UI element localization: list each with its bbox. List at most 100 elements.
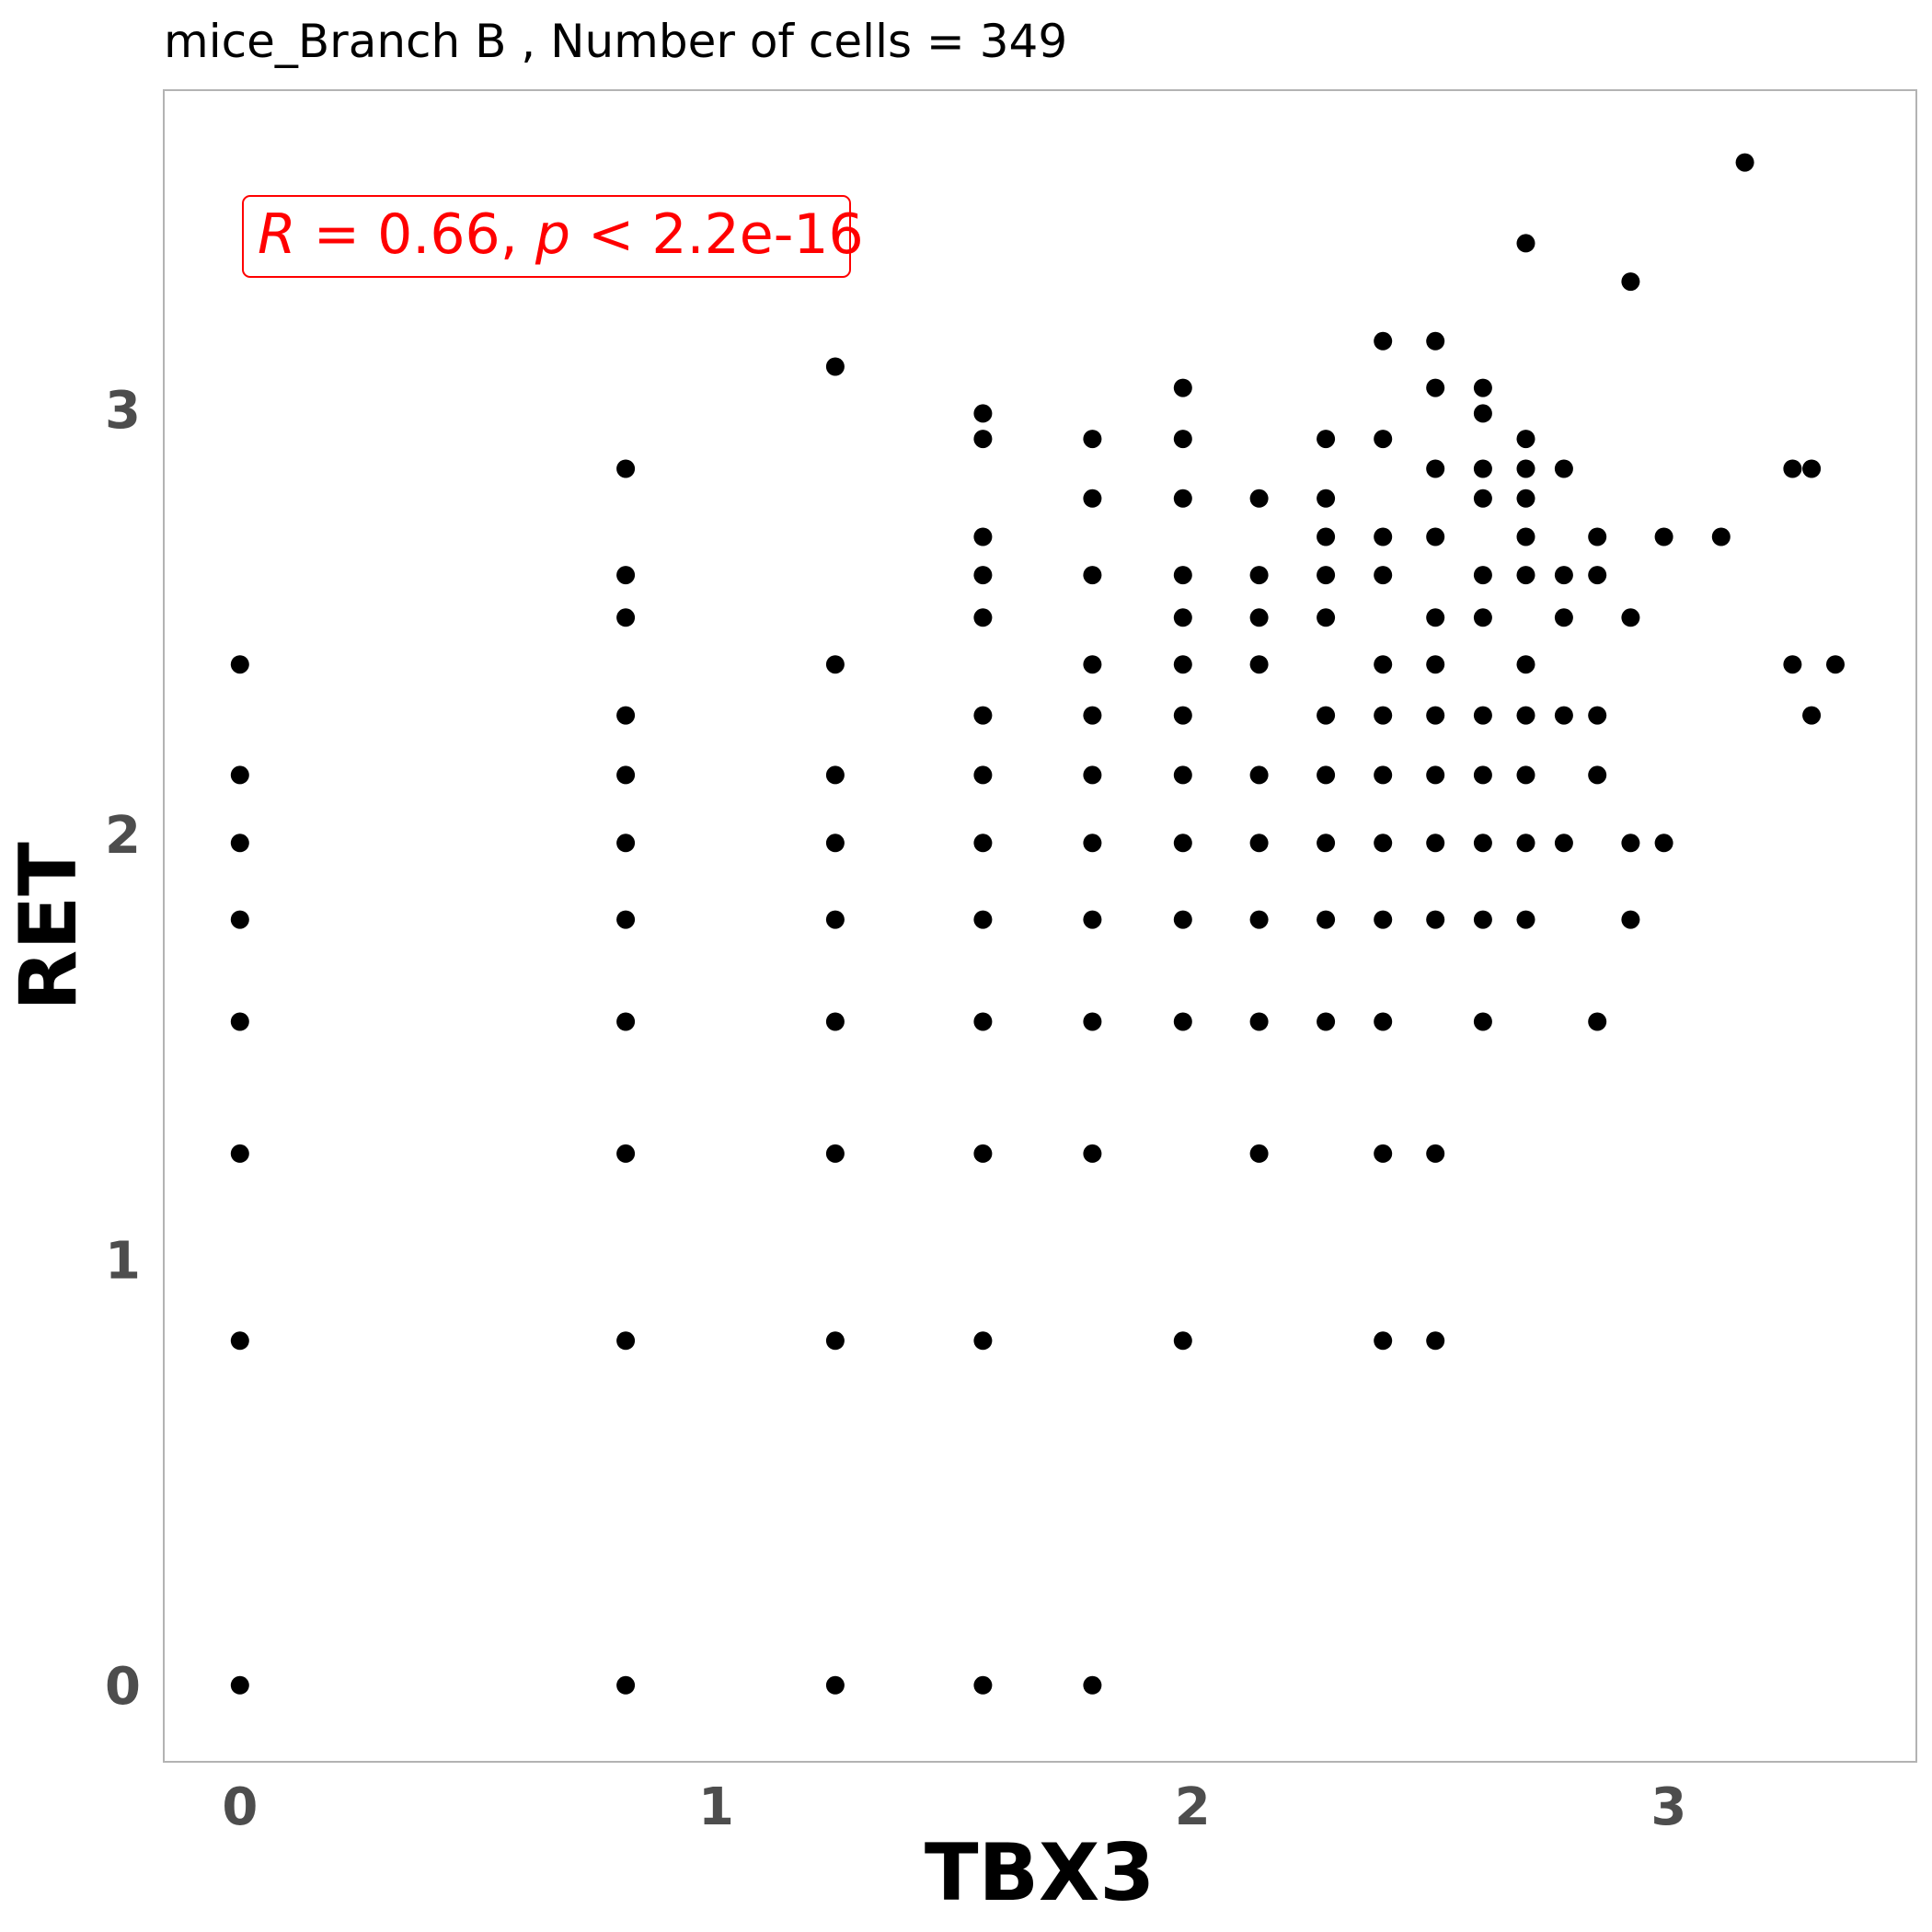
data-point <box>616 1012 636 1031</box>
data-point <box>973 527 993 546</box>
data-point <box>1588 1012 1607 1031</box>
data-point <box>1802 706 1822 725</box>
data-point <box>1473 404 1492 423</box>
y-tick-label: 2 <box>105 806 141 866</box>
data-point <box>1374 566 1393 585</box>
data-point <box>1249 1144 1269 1163</box>
data-point <box>1173 430 1192 449</box>
data-point <box>1783 459 1802 478</box>
data-point <box>1374 430 1393 449</box>
data-point <box>1473 489 1492 508</box>
data-point <box>1249 834 1269 853</box>
data-point <box>230 655 249 674</box>
y-tick-label: 3 <box>105 381 141 441</box>
data-point <box>1426 608 1445 627</box>
data-point <box>230 1675 249 1695</box>
data-point <box>1374 1144 1393 1163</box>
data-point <box>1473 706 1492 725</box>
data-point <box>973 765 993 785</box>
data-point <box>1173 1331 1192 1351</box>
data-point <box>825 1012 845 1031</box>
data-point <box>1621 272 1640 292</box>
data-point <box>1473 378 1492 397</box>
data-point <box>1317 910 1336 929</box>
data-point <box>825 1144 845 1163</box>
x-axis-ticks: 0 1 2 3 <box>222 1777 1686 1837</box>
data-point <box>1426 910 1445 929</box>
data-point <box>1426 459 1445 478</box>
data-point <box>973 1331 993 1351</box>
data-point <box>1516 566 1535 585</box>
x-tick-label: 2 <box>1175 1777 1211 1837</box>
data-point <box>1802 459 1822 478</box>
data-point <box>1083 1675 1102 1695</box>
data-point <box>1249 489 1269 508</box>
data-point <box>1473 765 1492 785</box>
data-point <box>1317 706 1336 725</box>
data-point <box>1516 527 1535 546</box>
data-point <box>1083 566 1102 585</box>
data-point <box>1473 1012 1492 1031</box>
data-point <box>1516 765 1535 785</box>
data-point <box>1473 566 1492 585</box>
data-point <box>1374 527 1393 546</box>
data-point <box>973 566 993 585</box>
y-tick-label: 1 <box>105 1231 141 1291</box>
data-point <box>1516 834 1535 853</box>
data-point <box>1374 910 1393 929</box>
data-point <box>616 834 636 853</box>
correlation-annotation: R = 0.66, p < 2.2e-16 <box>242 195 864 278</box>
data-point <box>230 910 249 929</box>
annotation-box <box>242 195 851 278</box>
data-point <box>1249 765 1269 785</box>
x-axis-label: TBX3 <box>925 1827 1155 1919</box>
data-point <box>825 655 845 674</box>
data-point <box>1083 765 1102 785</box>
data-point <box>825 1331 845 1351</box>
data-point <box>1317 489 1336 508</box>
x-tick-label: 1 <box>698 1777 734 1837</box>
data-point <box>1426 655 1445 674</box>
data-point <box>1249 655 1269 674</box>
data-point <box>1516 489 1535 508</box>
data-point <box>1426 1144 1445 1163</box>
data-point <box>1083 1012 1102 1031</box>
data-point <box>973 404 993 423</box>
data-point <box>1173 566 1192 585</box>
data-point <box>1317 430 1336 449</box>
data-point <box>1083 430 1102 449</box>
data-point <box>1249 910 1269 929</box>
y-tick-label: 0 <box>105 1657 141 1717</box>
data-point <box>1173 910 1192 929</box>
data-point <box>616 608 636 627</box>
p-symbol: p <box>535 202 570 267</box>
data-point <box>1554 608 1573 627</box>
x-tick-label: 3 <box>1650 1777 1686 1837</box>
data-point <box>1173 834 1192 853</box>
data-point <box>1374 1012 1393 1031</box>
data-point <box>616 706 636 725</box>
data-point <box>1374 765 1393 785</box>
data-point <box>973 834 993 853</box>
data-point <box>1374 1331 1393 1351</box>
data-point <box>1621 608 1640 627</box>
data-point <box>973 1144 993 1163</box>
p-value: < 2.2e-16 <box>570 202 864 267</box>
y-axis-ticks: 0 1 2 3 <box>105 381 141 1717</box>
data-point <box>230 1331 249 1351</box>
data-point <box>1317 834 1336 853</box>
data-point <box>1473 608 1492 627</box>
data-point <box>973 706 993 725</box>
data-point <box>1588 527 1607 546</box>
data-point <box>1516 430 1535 449</box>
data-point <box>1083 1144 1102 1163</box>
data-point <box>1473 459 1492 478</box>
data-point <box>230 1144 249 1163</box>
data-point <box>230 834 249 853</box>
data-point <box>1317 566 1336 585</box>
data-point <box>1173 489 1192 508</box>
data-point <box>1173 765 1192 785</box>
data-point <box>1083 910 1102 929</box>
